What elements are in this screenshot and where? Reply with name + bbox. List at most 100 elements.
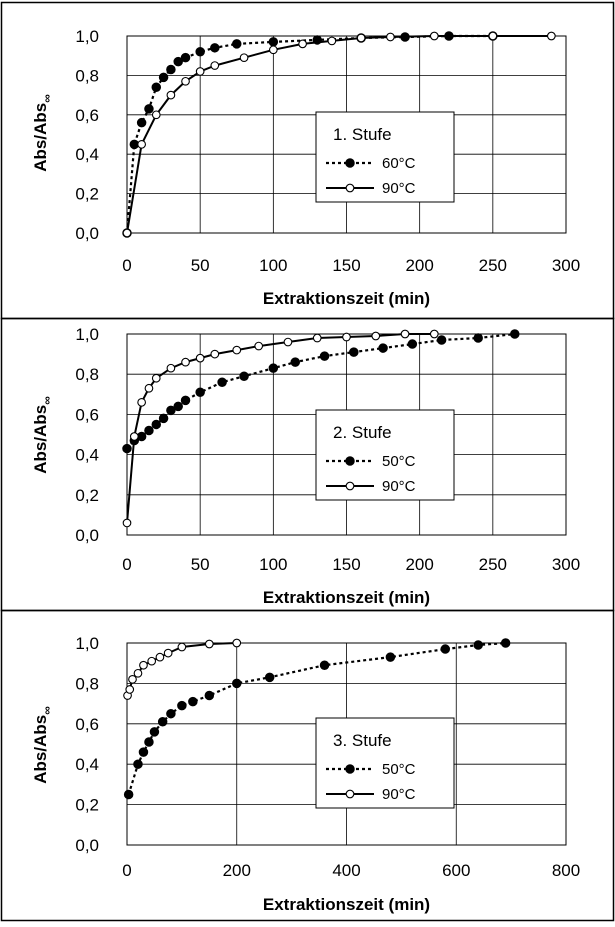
panel-3-ytick-label-4: 0,8 [75, 674, 99, 693]
panel-3-legend-marker-2 [345, 789, 355, 799]
panel-1-series-2-point-3 [166, 90, 176, 100]
panel-3-series-2-point-3 [133, 668, 143, 678]
panel-2-series-1-point-2 [136, 431, 147, 442]
panel-1-xtick-label-4: 200 [405, 256, 433, 275]
panel-3-legend-marker-1 [345, 764, 355, 774]
panel-2-ytick-label-0: 0,0 [75, 526, 99, 545]
panel-2-series-1-point-20 [510, 329, 520, 339]
panel-1-series-1-point-10 [210, 43, 220, 53]
panel-3-xtick-label-0: 0 [122, 861, 131, 880]
y-axis-label-main: Abs/Abs [31, 103, 50, 172]
panel-3-series-1-point-9 [204, 690, 215, 701]
panel-2-series-2-point-6 [181, 357, 190, 367]
panel-1-series-2-point-0 [122, 228, 132, 238]
panel-2-legend-label-2: 90°C [382, 478, 416, 495]
panel-3-frame [0, 609, 615, 922]
panel-2-series-1-point-8 [180, 395, 191, 406]
panel-2-series-2-point-15 [400, 329, 410, 339]
panel-2-series-1-point-6 [166, 405, 176, 416]
panel-1-plot-area [126, 35, 567, 234]
panel-3-series-2-point-6 [155, 652, 165, 662]
panel-2-series-2-point-16 [429, 329, 439, 339]
panel-2-y-axis-label: Abs/Abs∞ [31, 396, 54, 474]
panel-1-series-1-point-9 [195, 47, 205, 57]
panel-3-series-1-point-14 [440, 644, 451, 654]
panel-3-series-1-point-1 [133, 759, 143, 769]
panel-2-legend-label-1: 50°C [382, 453, 416, 470]
panel-2-series-1-point-9 [195, 387, 205, 398]
panel-3-x-axis-label: Extraktionszeit (min) [263, 895, 430, 914]
panel-2-series-1-point-15 [349, 347, 359, 357]
panel-2-xtick-label-1: 50 [191, 555, 210, 574]
panel-2-series-2-point-12 [312, 333, 322, 343]
panel-3-ytick-label-0: 0,0 [75, 836, 99, 855]
panel-2-series-1-point-14 [319, 351, 330, 361]
panel-3-series-1-point-13 [385, 652, 396, 662]
panel-2-ytick-label-1: 0,2 [75, 486, 99, 505]
panel-3-series-2-point-10 [232, 638, 242, 648]
panel-1-series-1-point-2 [136, 117, 147, 128]
panel-1-series-2-point-14 [488, 31, 498, 41]
panel-2-series-2-point-2 [137, 397, 146, 407]
panel-3-series-1-point-11 [264, 672, 275, 683]
panel-2-series-1-point-5 [158, 413, 169, 424]
panel-2-series-2-point-11 [283, 337, 293, 347]
panel-1-series-2-point-15 [547, 31, 556, 41]
panel-1-series-2-point-13 [429, 31, 439, 41]
panel-2-xtick-label-5: 250 [479, 555, 507, 574]
panel-3-series-1-point-3 [144, 737, 154, 747]
panel-3-series-2-point-4 [139, 660, 148, 670]
panel-3-series-1-point-16 [500, 638, 511, 648]
y-axis-label-subscript: ∞ [40, 706, 54, 715]
panel-1-xtick-label-1: 50 [191, 256, 210, 275]
panel-3-ytick-label-3: 0,6 [75, 715, 99, 734]
panel-1-series-1-line [125, 34, 493, 234]
panel-1-x-axis-label: Extraktionszeit (min) [263, 289, 430, 308]
panel-2-xtick-label-6: 300 [552, 555, 580, 574]
panel-2-legend-marker-2 [345, 481, 355, 491]
panel-1-series-2-point-8 [268, 45, 278, 55]
panel-3-legend-title: 3. Stufe [333, 731, 392, 750]
panel-3-plot-area [126, 642, 567, 846]
panel-2-series-1-point-12 [268, 363, 279, 373]
panel-1-series-1-point-4 [151, 82, 162, 92]
panel-2-series-2-point-10 [254, 341, 264, 351]
panel-2-series-1-point-18 [436, 335, 447, 345]
panel-1-xtick-label-2: 100 [259, 256, 287, 275]
y-axis-label-main: Abs/Abs [31, 405, 50, 474]
panel-3-series-2-point-5 [147, 656, 157, 666]
y-axis-label-main: Abs/Abs [31, 715, 50, 784]
panel-3-series-1-point-10 [232, 678, 242, 689]
panel-3-series-1-point-0 [123, 789, 134, 800]
panel-1-series-1-point-1 [129, 139, 140, 150]
panel-1-series-2-point-9 [298, 39, 307, 49]
panel-3-series-2-point-8 [177, 642, 187, 652]
panel-2-series-2-point-4 [151, 373, 161, 383]
panel-3-xtick-label-3: 600 [442, 861, 470, 880]
panel-2-series-2-point-0 [122, 518, 132, 528]
panel-1-ytick-label-0: 0,0 [75, 224, 99, 243]
panel-1-series-1-point-5 [158, 72, 169, 83]
panel-3-series-1-point-12 [319, 660, 330, 670]
panel-2-xtick-label-4: 200 [405, 555, 433, 574]
panel-3-series-1-point-6 [166, 708, 176, 719]
panel-1-series-2-point-5 [195, 67, 205, 76]
panel-1-legend-title: 1. Stufe [333, 125, 392, 144]
panel-1-series-1-point-11 [232, 39, 242, 49]
panel-2-series-2-point-14 [371, 331, 381, 341]
panel-3-series-1-point-8 [188, 696, 198, 707]
panel-2-ytick-label-3: 0,6 [75, 405, 99, 424]
panel-2-series-1-point-3 [144, 425, 154, 436]
panel-2-ytick-label-5: 1,0 [75, 325, 99, 344]
panel-3-series-1-point-5 [157, 717, 168, 727]
panel-1-ytick-label-1: 0,2 [75, 185, 99, 204]
panel-2-series-2-point-13 [342, 332, 351, 342]
panel-3-legend-label-1: 50°C [382, 761, 416, 778]
panel-1-series-2-point-1 [137, 140, 146, 149]
panel-2-series-1-point-7 [173, 401, 183, 412]
panel-1-ytick-label-2: 0,4 [75, 145, 99, 164]
panel-1-series-2-point-10 [327, 36, 337, 46]
panel-1-xtick-label-6: 300 [552, 256, 580, 275]
